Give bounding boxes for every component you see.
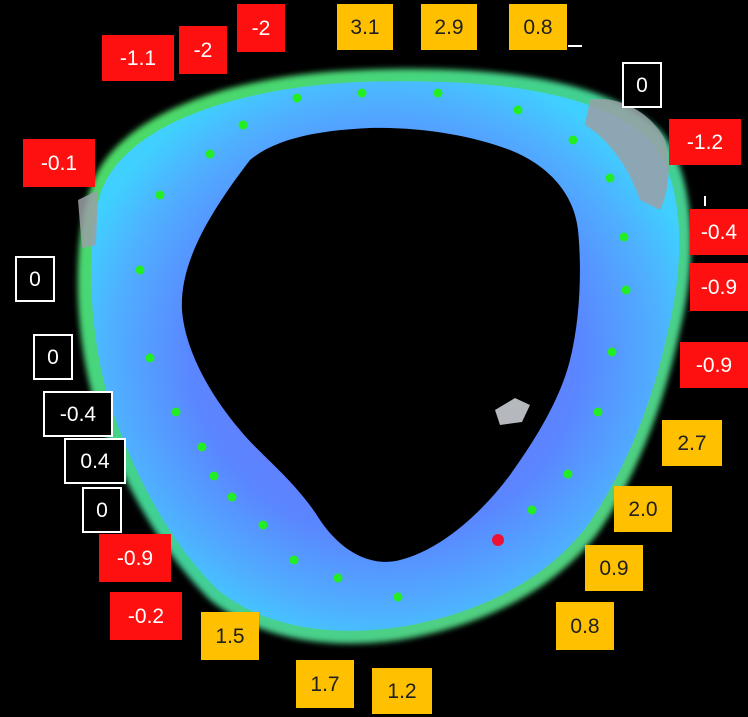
marker-dot (607, 347, 617, 357)
strain-label-top-left-4: -2 (237, 4, 285, 52)
marker-dot (568, 135, 578, 145)
gray-patch-left (78, 190, 98, 248)
strain-label-top-left-2: -1.1 (102, 35, 174, 81)
marker-dot (227, 492, 237, 502)
marker-dot (209, 471, 219, 481)
marker-dot (197, 442, 207, 452)
strain-label-bottom-1: 1.2 (372, 668, 432, 714)
strain-label-top-3: 0.8 (509, 4, 567, 50)
marker-dot (205, 149, 215, 159)
strain-label-bottom-2: 1.7 (296, 660, 354, 708)
marker-dot (605, 173, 615, 183)
strain-label-left-5: 0 (15, 256, 55, 302)
strain-label-left-3: -0.4 (43, 391, 113, 437)
marker-dot (333, 573, 343, 583)
marker-dot (258, 520, 268, 530)
marker-dot (593, 407, 603, 417)
marker-dot (433, 88, 443, 98)
marker-dot (171, 407, 181, 417)
marker-dot (513, 105, 523, 115)
strain-label-top-left-1: -0.1 (23, 139, 95, 187)
marker-dot (289, 555, 299, 565)
strain-label-right-5: 2.7 (662, 420, 722, 466)
strain-label-top-right-1: 0 (622, 62, 662, 108)
strain-label-top-2: 2.9 (421, 4, 477, 50)
marker-dot (357, 88, 367, 98)
cavity-gray-speck (495, 398, 530, 425)
strain-label-right-1: -1.2 (669, 119, 741, 165)
strain-label-right-3: -0.9 (690, 263, 748, 311)
strain-label-right-4: -0.9 (680, 342, 748, 388)
marker-dot (527, 505, 537, 515)
strain-label-left-1: 0 (82, 487, 122, 533)
strain-label-bottom-left-3: -0.9 (99, 534, 171, 582)
marker-dot (145, 353, 155, 363)
ventricle-cavity (181, 127, 580, 562)
strain-label-left-4: 0 (33, 334, 73, 380)
green-markers (135, 88, 631, 602)
red-marker (492, 534, 504, 546)
marker-dot (155, 190, 165, 200)
marker-dot (563, 469, 573, 479)
marker-dot (238, 120, 248, 130)
strain-label-bottom-left-1: 1.5 (201, 612, 259, 660)
marker-dot (621, 285, 631, 295)
strain-label-top-left-3: -2 (179, 26, 227, 74)
strain-label-top-1: 3.1 (337, 4, 393, 50)
marker-dot (292, 93, 302, 103)
strain-label-bottom-right-2: 0.9 (585, 545, 643, 591)
marker-dot (135, 265, 145, 275)
marker-dot (619, 232, 629, 242)
marker-dot (393, 592, 403, 602)
gray-patch-top-right (585, 99, 669, 210)
strain-label-right-2: -0.4 (690, 209, 748, 255)
strain-label-bottom-right-3: 0.8 (556, 602, 614, 650)
strain-label-left-2: 0.4 (64, 438, 126, 484)
strain-label-bottom-left-2: -0.2 (110, 592, 182, 640)
strain-label-bottom-right-1: 2.0 (614, 486, 672, 532)
